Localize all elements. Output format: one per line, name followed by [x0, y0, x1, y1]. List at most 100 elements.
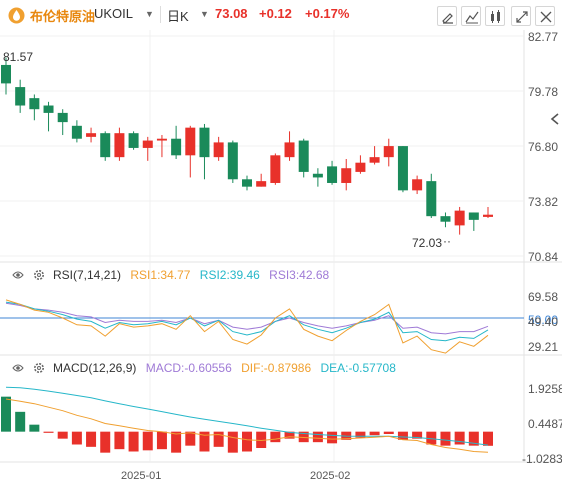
instrument-name: 布伦特原油: [30, 9, 96, 24]
candle: [454, 206, 465, 235]
last-price: 73.08: [215, 6, 248, 21]
draw-tool-button[interactable]: [437, 6, 457, 26]
price-axis-label: 70.84: [528, 250, 559, 264]
period-selector[interactable]: 日K: [167, 9, 189, 24]
indicator-button[interactable]: [461, 6, 481, 26]
macd-axis-label: 1.92586: [528, 382, 562, 396]
compare-button[interactable]: [485, 6, 505, 26]
macd-bar: [171, 431, 182, 453]
price-axis-label: 82.77: [528, 30, 559, 44]
candle: [355, 155, 366, 174]
candle: [71, 120, 82, 143]
candle: [327, 160, 338, 185]
rsi2-value: RSI2:39.46: [199, 268, 260, 282]
macd-bar: [412, 431, 423, 439]
candle-body: [327, 166, 338, 183]
candle: [156, 135, 167, 158]
candle: [100, 131, 111, 161]
candle: [397, 146, 408, 193]
macd-value: MACD:-0.60556: [145, 361, 232, 375]
candle: [270, 153, 281, 185]
macd-axis-label: 0.44876: [528, 417, 562, 431]
candle: [341, 159, 352, 191]
candle: [383, 138, 394, 167]
macd-bar: [284, 431, 295, 439]
candle: [242, 175, 252, 191]
indicator-icon: [465, 11, 479, 24]
candle-body: [270, 155, 281, 183]
candle: [284, 131, 295, 161]
macd-bar: [114, 431, 125, 450]
candle-body: [128, 133, 139, 148]
eye-icon[interactable]: [12, 269, 24, 281]
x-label-feb: 2025-02: [310, 470, 351, 482]
high-annotation: 81.57: [3, 50, 34, 64]
x-label-jan: 2025-01: [121, 470, 162, 482]
macd-bar: [15, 411, 26, 432]
candle: [185, 125, 196, 178]
candle-body: [199, 127, 210, 158]
macd-bar: [468, 431, 479, 446]
asset-logo-icon: [8, 7, 25, 24]
rsi3-value: RSI3:42.68: [269, 268, 330, 282]
macd-bar: [43, 431, 54, 433]
macd-bar: [86, 431, 97, 447]
rsi1-line: [5, 299, 489, 354]
macd-bar: [29, 424, 40, 432]
rsi-legend: RSI(7,14,21) RSI1:34.77 RSI2:39.46 RSI3:…: [53, 268, 335, 282]
candle-body: [284, 142, 295, 158]
rsi1-value: RSI1:34.77: [130, 268, 191, 282]
candle: [15, 79, 26, 113]
gear-icon[interactable]: [33, 362, 45, 374]
gear-icon[interactable]: [33, 269, 45, 281]
candle: [171, 125, 182, 160]
price-axis-label: 76.80: [528, 140, 559, 154]
macd-bar: [383, 431, 394, 434]
fullscreen-button[interactable]: [511, 6, 531, 26]
candle: [213, 136, 224, 161]
candle-body: [440, 216, 451, 222]
candle-body: [71, 125, 82, 139]
candle: [142, 136, 153, 161]
chevron-left-icon[interactable]: [550, 113, 560, 125]
chevron-down-icon[interactable]: ▼: [145, 9, 154, 19]
candle-body: [298, 140, 309, 172]
macd-legend: MACD(12,26,9) MACD:-0.60556 DIF:-0.87986…: [53, 361, 402, 375]
macd-bar: [100, 431, 111, 453]
macd-bar: [397, 431, 408, 440]
candle: [1, 57, 11, 95]
low-annotation-dots: ··: [443, 234, 451, 248]
macd-bar: [242, 431, 252, 452]
candle-body: [43, 105, 54, 113]
candle: [312, 168, 323, 187]
macd-bar: [440, 431, 451, 446]
macd-bar: [256, 431, 267, 448]
macd-bar: [128, 431, 139, 452]
candle: [199, 123, 210, 180]
candle: [256, 173, 267, 187]
candle: [43, 101, 54, 132]
rsi-label: RSI(7,14,21): [53, 268, 122, 282]
rsi-axis-label: 49.40: [528, 315, 559, 329]
eye-icon[interactable]: [12, 362, 24, 374]
macd-bar: [213, 431, 224, 447]
candle: [412, 175, 423, 195]
chevron-down-icon[interactable]: ▼: [200, 9, 209, 19]
close-button[interactable]: [535, 6, 555, 26]
candle: [468, 212, 479, 231]
rsi-axis-label: 29.21: [528, 340, 559, 354]
candle: [57, 109, 68, 136]
candle-body: [29, 98, 40, 110]
candle-body: [100, 133, 111, 158]
draw-icon: [442, 13, 453, 24]
macd-label: MACD(12,26,9): [53, 361, 137, 375]
price-axis-label: 73.82: [528, 195, 559, 209]
instrument-code[interactable]: UKOIL: [94, 6, 134, 21]
macd-bar: [71, 431, 82, 445]
candle-body: [454, 210, 465, 226]
macd-bar: [312, 431, 323, 443]
dea-line: [5, 386, 489, 446]
candle-body: [483, 214, 493, 217]
candle-body: [15, 87, 26, 106]
